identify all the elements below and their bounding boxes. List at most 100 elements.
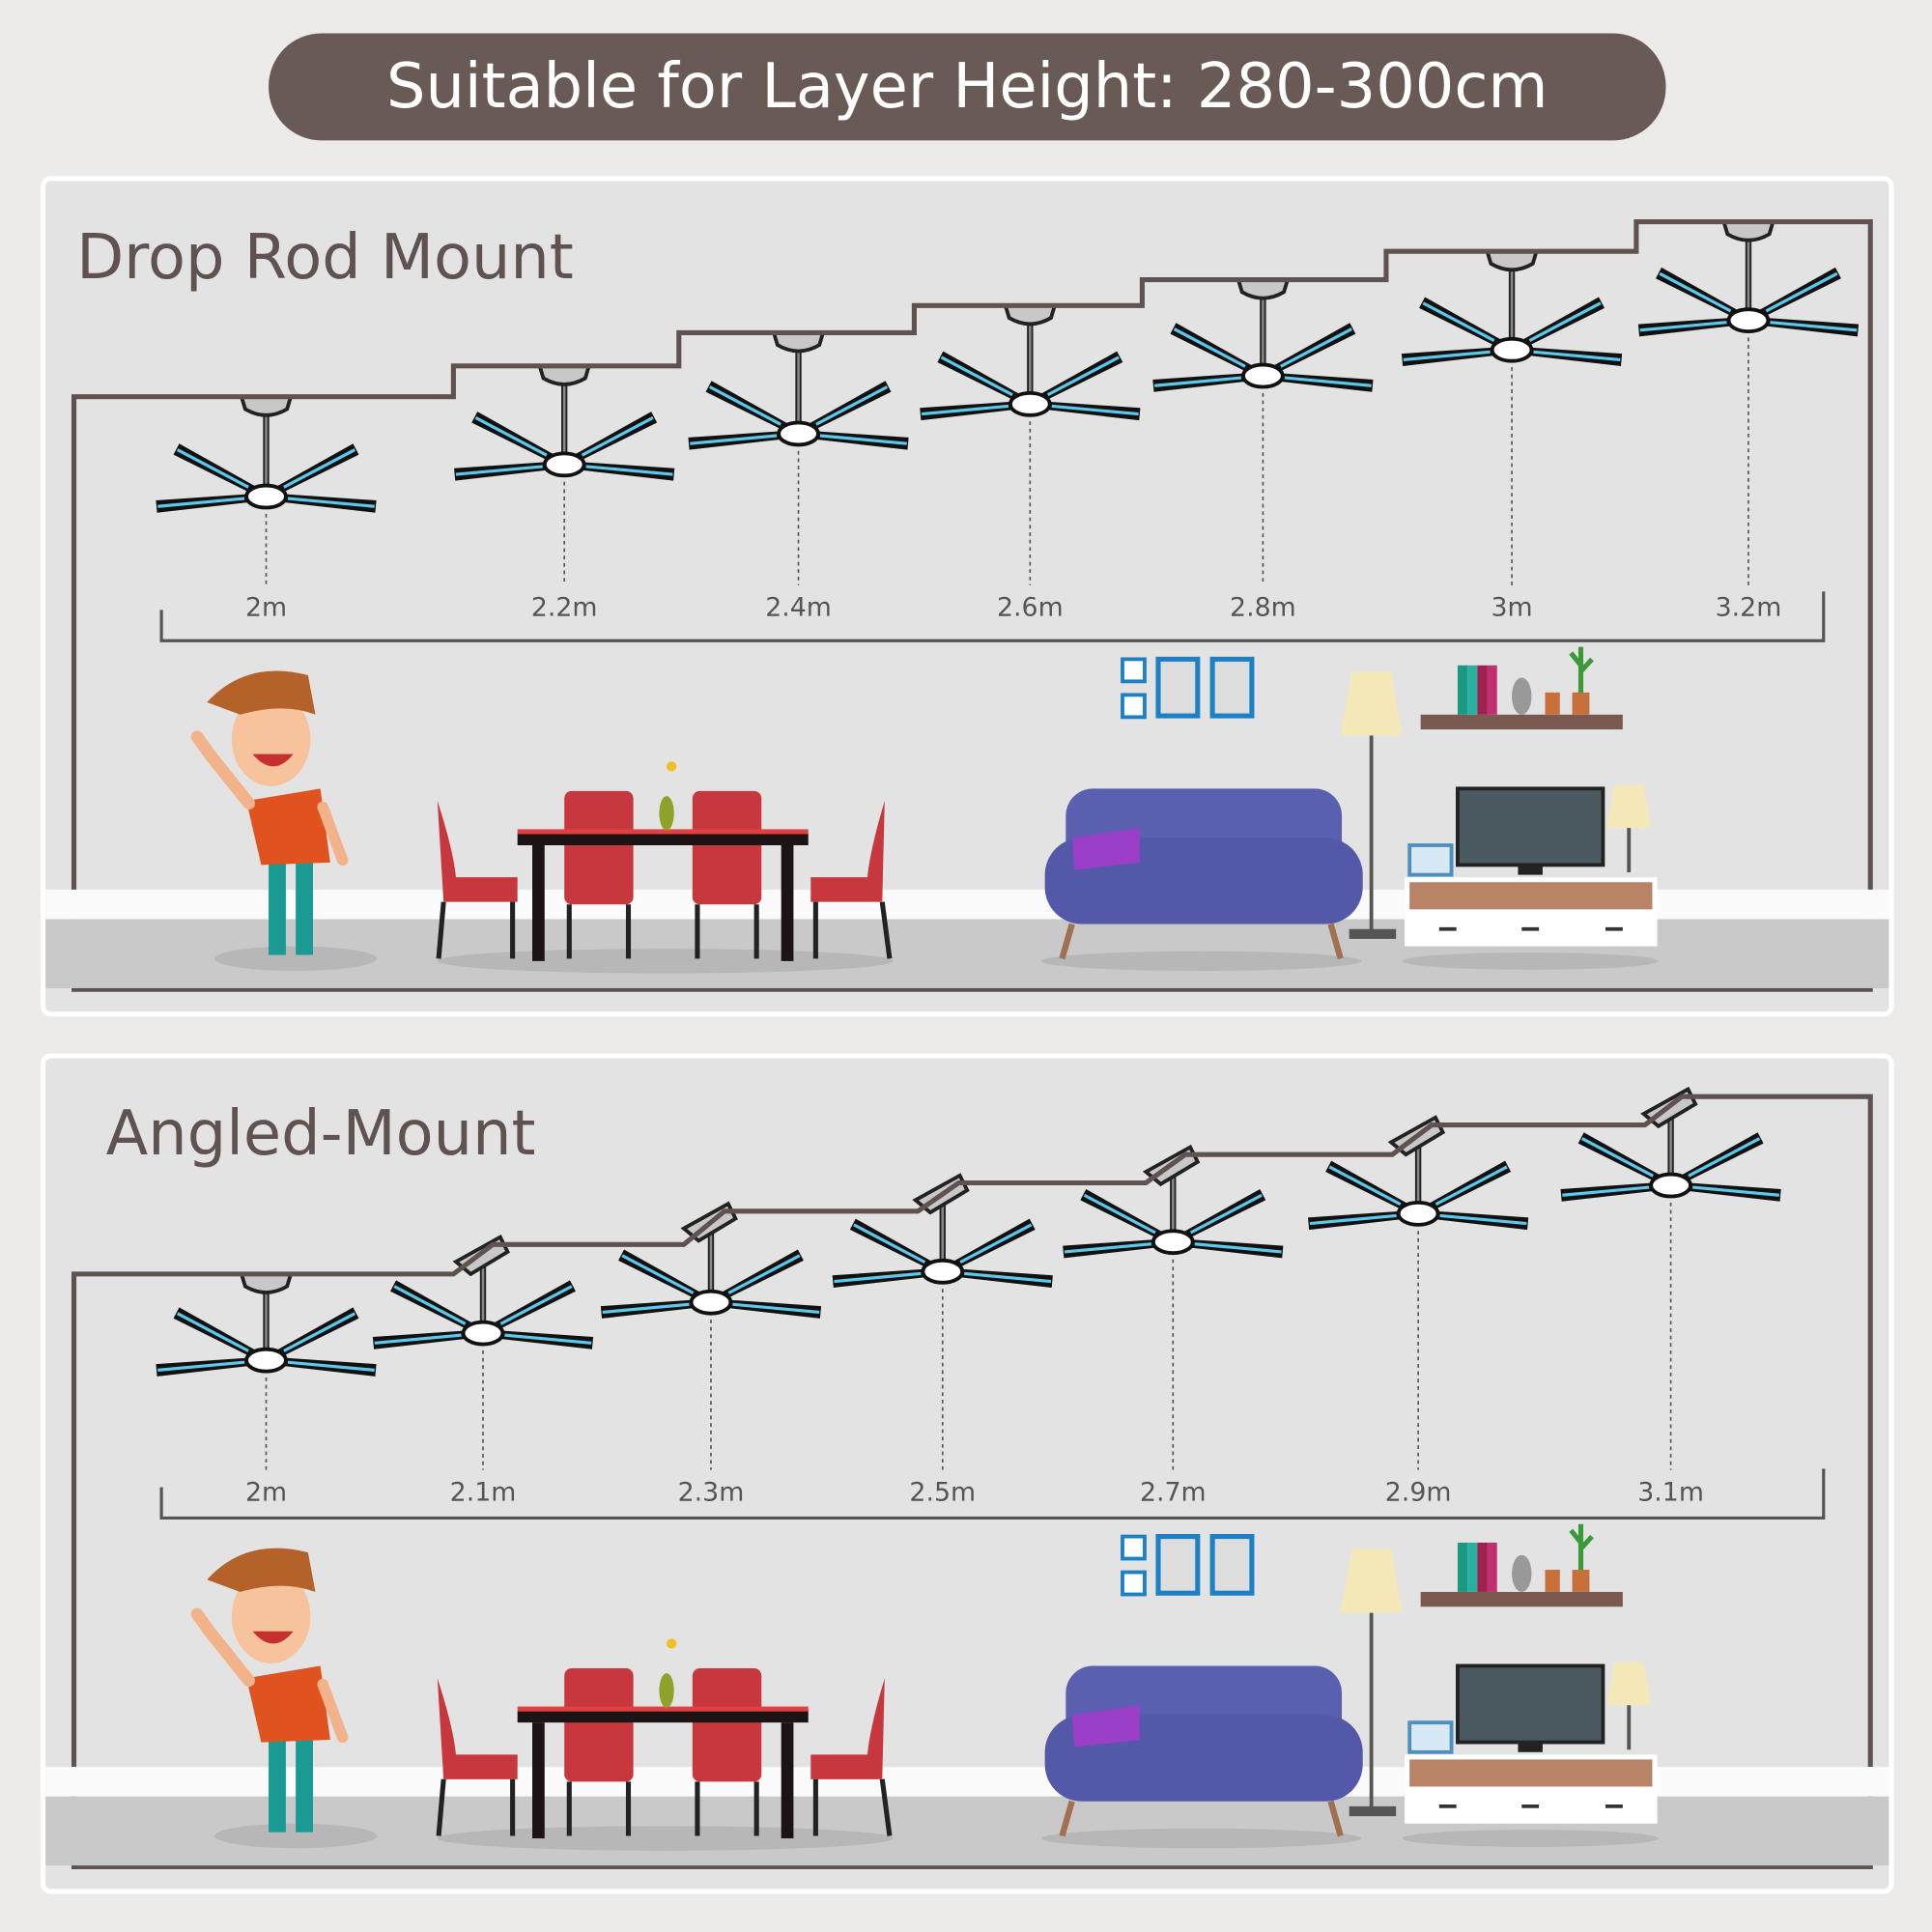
dining-chair-back: [692, 790, 762, 905]
wall-shelf: [1420, 714, 1623, 730]
plant: [1569, 646, 1594, 693]
fan-blade-accent: [819, 434, 907, 445]
book: [1477, 1542, 1488, 1592]
television: [1456, 1663, 1605, 1745]
panel-background: [41, 1053, 1894, 1894]
room: [45, 1523, 1889, 1866]
sofa-pillow: [1071, 828, 1140, 870]
fan-blade-accent: [1435, 1165, 1508, 1207]
height-label: 2.1m: [450, 1478, 517, 1508]
tablecloth: [517, 829, 809, 835]
photo-frame: [1407, 843, 1454, 877]
chair-leg: [879, 1778, 893, 1836]
plant-pot: [1545, 692, 1560, 715]
fan-blade-accent: [1533, 350, 1621, 362]
panel-angled-mount: Angled-Mount 2m 2.1m 2.3m 2.5m 2.7m 2.9m 3.1m: [41, 1053, 1894, 1894]
fan-blade-accent: [602, 1302, 690, 1315]
fan-blade-accent: [834, 1271, 922, 1284]
ceiling-fan: [832, 1173, 1053, 1289]
fan-blade-accent: [1403, 350, 1491, 362]
fan-blade-accent: [1284, 376, 1372, 387]
height-label: 2.9m: [1385, 1478, 1452, 1508]
dining-chair: [810, 801, 885, 902]
fan-blade-accent: [959, 1223, 1033, 1264]
fan-blade-accent: [853, 1223, 926, 1264]
fan-blade-accent: [1691, 1185, 1779, 1197]
fan-blade-accent: [1194, 1242, 1282, 1254]
chair-leg: [436, 1778, 446, 1836]
person-mouth: [252, 753, 294, 767]
height-label: 2.8m: [1230, 593, 1296, 623]
book: [1467, 665, 1478, 715]
fan-blade-accent: [1083, 1193, 1156, 1235]
chair-leg: [879, 901, 893, 959]
fan-blade-accent: [393, 1285, 467, 1325]
fan-blade-accent: [1280, 327, 1352, 368]
fan-canopy: [239, 1271, 294, 1294]
fan-light-hub: [542, 451, 586, 478]
fan-blade-accent: [1051, 404, 1139, 416]
shadow: [1402, 1830, 1659, 1847]
fan-light-hub: [1396, 1200, 1440, 1227]
shadow: [1040, 951, 1362, 972]
room-scene: [45, 219, 1889, 992]
title-banner: [269, 33, 1666, 141]
fan-blade-accent: [1581, 1137, 1654, 1178]
plant-pot: [1572, 1570, 1590, 1592]
fan-blade-accent: [1173, 327, 1246, 368]
ceiling-fan: [600, 1201, 822, 1319]
fan-light-hub: [689, 1289, 733, 1316]
tablecloth: [517, 1706, 809, 1712]
person-face: [231, 692, 311, 786]
ceiling-fan: [156, 394, 377, 513]
shadow: [1040, 1828, 1362, 1849]
fan-blade-accent: [1046, 355, 1120, 397]
ceiling-room-outline: [71, 1094, 1873, 1869]
chair-leg: [436, 901, 446, 959]
person-face: [231, 1570, 311, 1663]
plant-pot: [1572, 692, 1590, 715]
floor-lamp-base: [1349, 928, 1397, 939]
fan-blade-accent: [374, 1333, 462, 1345]
plant: [1569, 1523, 1594, 1570]
floor-lamp-shade: [1340, 671, 1403, 736]
fan-blade-accent: [581, 415, 654, 457]
tv-cabinet-top: [1409, 1759, 1653, 1787]
fan-light-hub: [461, 1320, 505, 1347]
person-leg: [269, 856, 286, 955]
fan-light-hub: [1490, 336, 1534, 363]
height-label: 3m: [1491, 593, 1532, 623]
fan-blade-accent: [1328, 1165, 1402, 1207]
fan-canopy: [1484, 249, 1540, 272]
fan-blade-accent: [621, 1254, 695, 1294]
plant-pot: [1545, 1570, 1560, 1592]
dining-chair: [810, 1678, 885, 1779]
fan-light-hub: [1151, 1229, 1195, 1256]
shadow: [437, 1826, 894, 1851]
shadow: [213, 946, 378, 972]
fan-blade-accent: [964, 1271, 1052, 1284]
height-label: 3.1m: [1637, 1478, 1704, 1508]
fan-blade-accent: [708, 385, 781, 426]
flower: [667, 1638, 677, 1649]
fan-light-hub: [1009, 390, 1052, 417]
tv-stand: [1518, 1742, 1543, 1752]
dining-table-top: [517, 1710, 809, 1723]
ceiling-fan: [920, 303, 1141, 421]
height-scale-bracket: [159, 591, 1826, 642]
book: [1467, 1542, 1478, 1592]
picture-frame: [1209, 1534, 1255, 1596]
ceiling-fan: [156, 1271, 377, 1377]
vase: [1512, 1554, 1532, 1592]
fan-light-hub: [1726, 307, 1771, 334]
book: [1487, 665, 1497, 715]
shadow: [213, 1823, 378, 1849]
fan-blade-accent: [1659, 271, 1732, 313]
fan-blade-accent: [727, 1254, 801, 1294]
fan-canopy: [1236, 277, 1291, 300]
height-label: 2m: [245, 1478, 287, 1508]
dining-chair-back: [692, 1668, 762, 1782]
table-leg: [532, 1722, 545, 1839]
fan-blade-accent: [455, 465, 543, 476]
